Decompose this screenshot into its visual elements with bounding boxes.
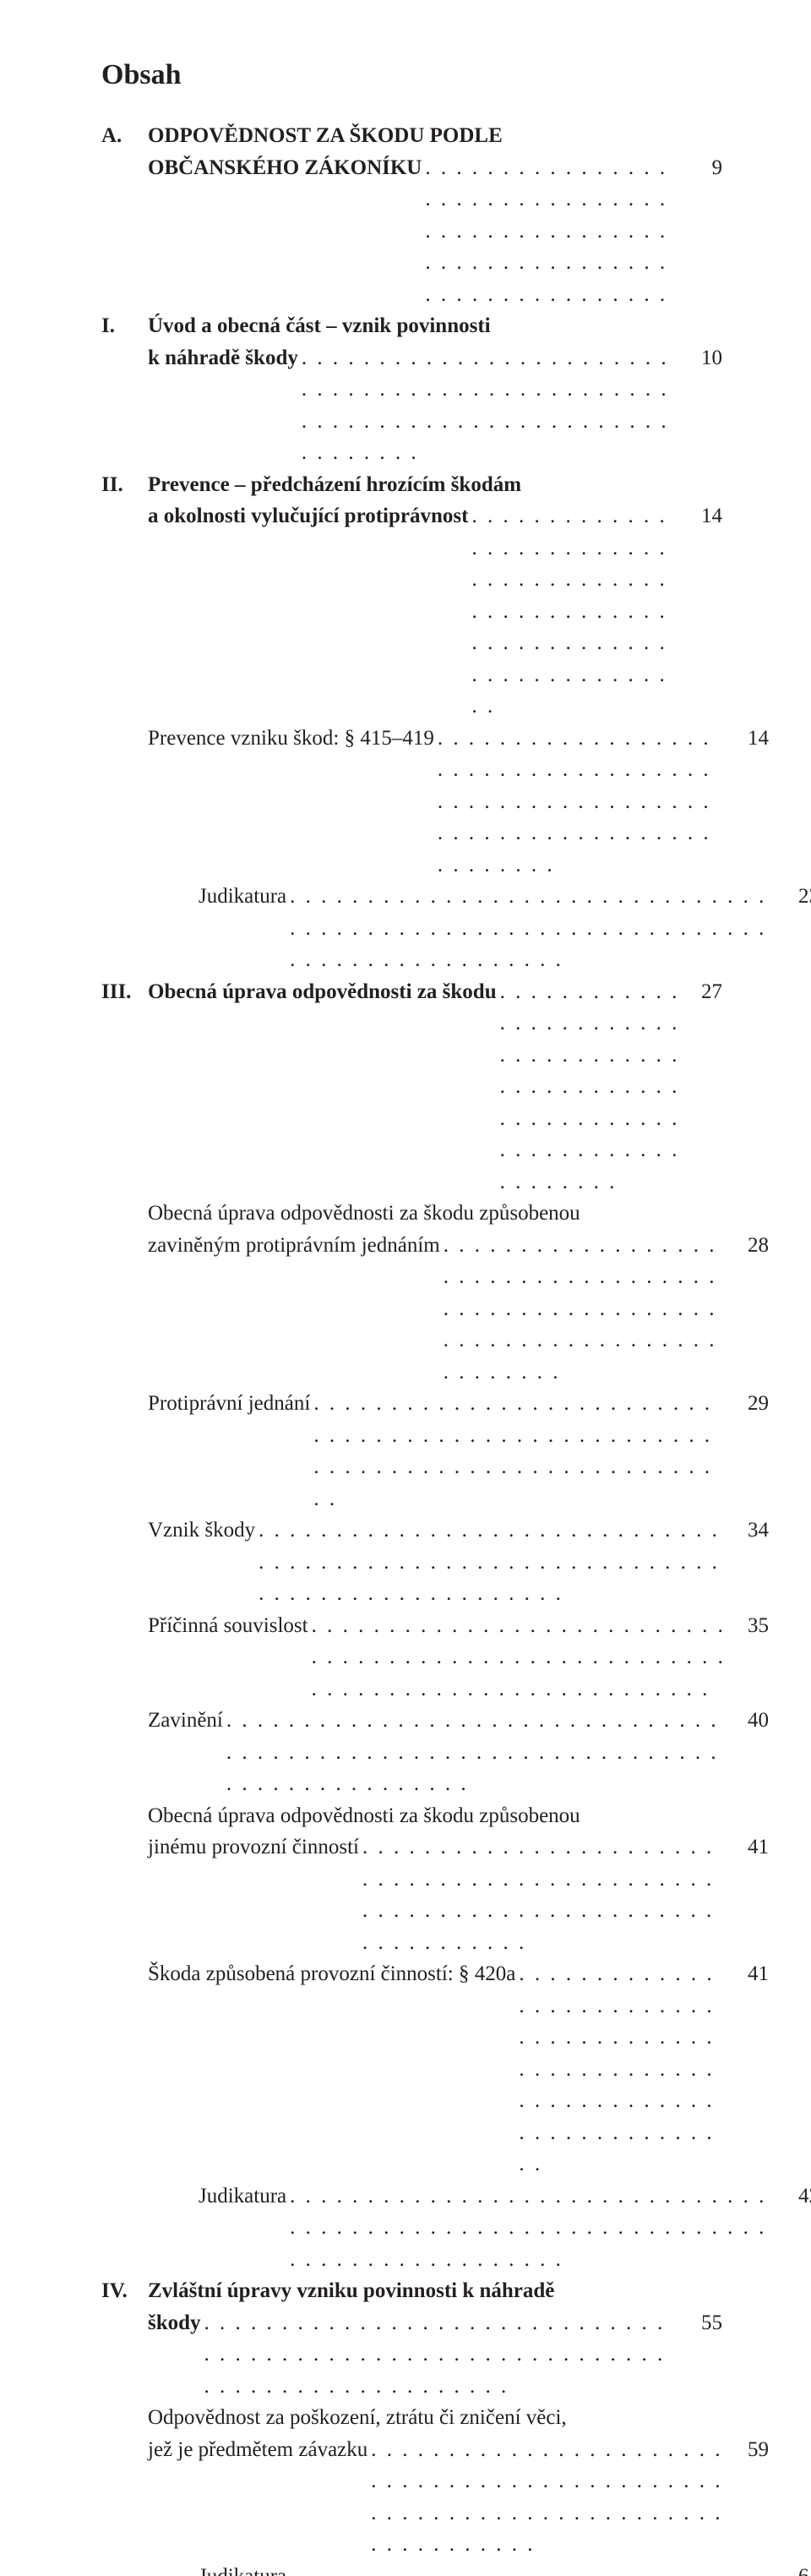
toc-number: III. — [101, 976, 148, 1008]
toc-leader-dots — [362, 1831, 727, 1958]
toc-label: k náhradě škody — [148, 342, 298, 374]
toc-leader-dots — [313, 1388, 727, 1514]
toc-label: Úvod a obecná část – vznik povinnosti — [148, 310, 491, 342]
toc-label: Prevence vzniku škod: § 415–419 — [148, 723, 434, 755]
toc-page: 28 — [730, 1230, 769, 1262]
toc-label: škody — [148, 2307, 201, 2339]
toc-label: Judikatura — [199, 2180, 286, 2213]
toc-row: Obecná úprava odpovědnosti za škodu způs… — [101, 1198, 769, 1230]
toc-row: IV.Zvláštní úpravy vzniku povinnosti k n… — [101, 2275, 722, 2307]
toc-row: škody 55 — [101, 2307, 722, 2403]
toc-leader-dots — [226, 1705, 727, 1800]
toc-row: Prevence vzniku škod: § 415–419 14 — [101, 723, 769, 881]
toc-row: Protiprávní jednání 29 — [101, 1388, 769, 1514]
toc-body: A.ODPOVĚDNOST ZA ŠKODU PODLEOBČANSKÉHO Z… — [101, 120, 722, 2576]
toc-number: II. — [101, 469, 148, 501]
toc-leader-dots — [371, 2434, 727, 2561]
toc-page: 23 — [781, 881, 811, 913]
toc-leader-dots — [471, 500, 680, 723]
toc-leader-dots — [500, 976, 680, 1198]
toc-label: Odpovědnost za poškození, ztrátu či znič… — [148, 2402, 567, 2434]
toc-row: a okolnosti vylučující protiprávnost 14 — [101, 500, 722, 723]
toc-page: 35 — [730, 1610, 769, 1642]
toc-leader-dots — [290, 2561, 777, 2576]
toc-page: 10 — [683, 342, 722, 374]
toc-label: Obecná úprava odpovědnosti za škodu — [148, 976, 497, 1008]
toc-leader-dots — [519, 1958, 727, 2180]
toc-page: 40 — [730, 1705, 769, 1737]
toc-leader-dots — [302, 342, 680, 469]
toc-page: 55 — [683, 2307, 722, 2339]
toc-number: A. — [101, 120, 148, 152]
toc-label: Škoda způsobená provozní činností: § 420… — [148, 1958, 515, 1990]
toc-leader-dots — [444, 1230, 727, 1389]
toc-row: I.Úvod a obecná část – vznik povinnosti — [101, 310, 722, 342]
toc-label: Vznik škody — [148, 1514, 255, 1547]
toc-row: Judikatura 23 — [101, 881, 811, 976]
toc-label: jež je předmětem závazku — [148, 2434, 367, 2466]
toc-row: Judikatura 42 — [101, 2180, 811, 2276]
toc-leader-dots — [204, 2307, 680, 2403]
toc-page: 64 — [781, 2561, 811, 2576]
toc-label: Zavinění — [148, 1705, 223, 1737]
toc-leader-dots — [290, 2180, 777, 2276]
toc-page: 29 — [730, 1388, 769, 1420]
toc-number: I. — [101, 310, 148, 342]
toc-leader-dots — [259, 1514, 727, 1610]
toc-page: 14 — [730, 723, 769, 755]
toc-title: Obsah — [101, 59, 722, 91]
toc-page: 14 — [683, 500, 722, 532]
toc-label: Prevence – předcházení hrozícím škodám — [148, 469, 521, 501]
toc-row: zaviněným protiprávním jednáním 28 — [101, 1230, 769, 1389]
toc-label: Obecná úprava odpovědnosti za škodu způs… — [148, 1800, 580, 1832]
toc-row: Obecná úprava odpovědnosti za škodu způs… — [101, 1800, 769, 1832]
toc-label: Příčinná souvislost — [148, 1610, 308, 1642]
toc-row: Škoda způsobená provozní činností: § 420… — [101, 1958, 769, 2180]
toc-label: Zvláštní úpravy vzniku povinnosti k náhr… — [148, 2275, 554, 2307]
toc-row: Vznik škody 34 — [101, 1514, 769, 1610]
toc-leader-dots — [312, 1610, 727, 1706]
toc-page: 34 — [730, 1514, 769, 1547]
toc-page: 59 — [730, 2434, 769, 2466]
toc-label: Judikatura — [199, 2561, 286, 2576]
toc-row: Příčinná souvislost 35 — [101, 1610, 769, 1706]
toc-row: Judikatura 64 — [101, 2561, 811, 2576]
toc-label: Protiprávní jednání — [148, 1388, 310, 1420]
toc-label: jinému provozní činností — [148, 1831, 359, 1864]
toc-leader-dots — [438, 723, 727, 881]
toc-row: Zavinění 40 — [101, 1705, 769, 1800]
toc-row: jež je předmětem závazku 59 — [101, 2434, 769, 2561]
toc-page: 42 — [781, 2180, 811, 2213]
toc-label: Obecná úprava odpovědnosti za škodu způs… — [148, 1198, 580, 1230]
toc-number: IV. — [101, 2275, 148, 2307]
toc-row: k náhradě škody 10 — [101, 342, 722, 469]
toc-row: III.Obecná úprava odpovědnosti za škodu 2… — [101, 976, 722, 1198]
toc-row: A.ODPOVĚDNOST ZA ŠKODU PODLE — [101, 120, 722, 152]
toc-leader-dots — [425, 152, 680, 311]
toc-page: 41 — [730, 1831, 769, 1864]
toc-row: II.Prevence – předcházení hrozícím škodá… — [101, 469, 722, 501]
toc-row: OBČANSKÉHO ZÁKONÍKU 9 — [101, 152, 722, 311]
toc-page: 9 — [683, 152, 722, 184]
toc-label: zaviněným protiprávním jednáním — [148, 1230, 440, 1262]
toc-label: ODPOVĚDNOST ZA ŠKODU PODLE — [148, 120, 503, 152]
toc-leader-dots — [290, 881, 777, 976]
toc-row: Odpovědnost za poškození, ztrátu či znič… — [101, 2402, 769, 2434]
toc-page: 41 — [730, 1958, 769, 1990]
toc-label: Judikatura — [199, 881, 286, 913]
toc-page: 27 — [683, 976, 722, 1008]
toc-label: OBČANSKÉHO ZÁKONÍKU — [148, 152, 422, 184]
page: Obsah A.ODPOVĚDNOST ZA ŠKODU PODLEOBČANS… — [0, 0, 811, 2576]
toc-row: jinému provozní činností 41 — [101, 1831, 769, 1958]
toc-label: a okolnosti vylučující protiprávnost — [148, 500, 468, 532]
